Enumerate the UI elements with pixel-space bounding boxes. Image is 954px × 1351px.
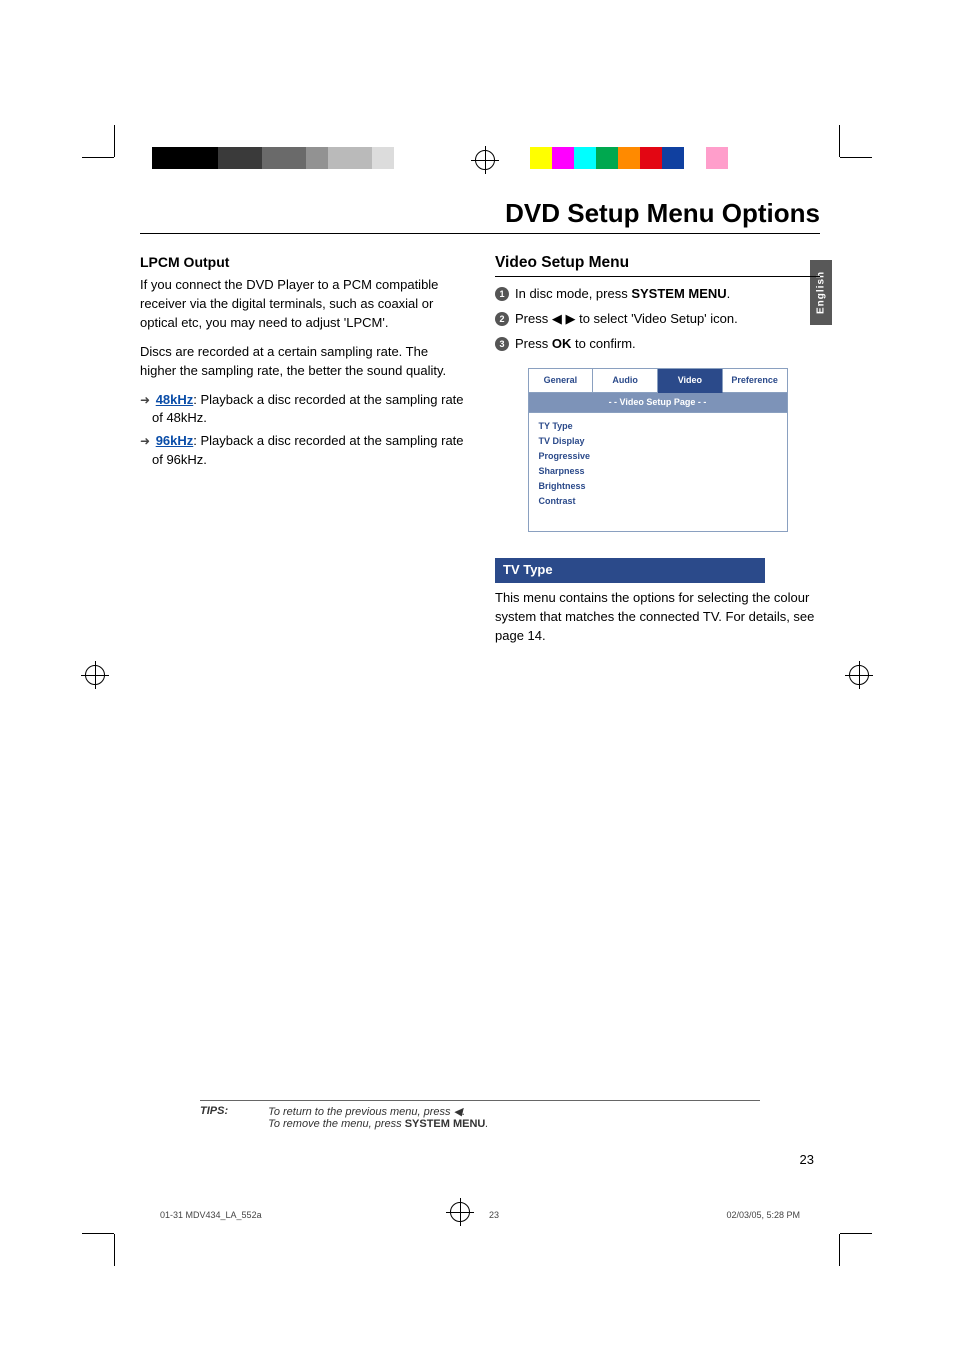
tips-bar: TIPS: To return to the previous menu, pr… xyxy=(200,1100,760,1130)
lpcm-opt-96: ➜ 96kHz: Playback a disc recorded at the… xyxy=(140,432,465,470)
color-swatch xyxy=(394,147,416,169)
step1-bold: SYSTEM MENU xyxy=(631,286,726,301)
osd-tab-general: General xyxy=(529,369,594,393)
triangle-left-icon: ◀ xyxy=(552,311,562,326)
lpcm-opt-48: ➜ 48kHz: Playback a disc recorded at the… xyxy=(140,391,465,429)
opt-96-label: 96kHz xyxy=(156,433,194,448)
color-swatch xyxy=(596,147,618,169)
color-bar-color xyxy=(530,147,728,169)
osd-screenshot: GeneralAudioVideoPreference - - Video Se… xyxy=(528,368,788,532)
color-swatch xyxy=(706,147,728,169)
color-swatch xyxy=(662,147,684,169)
osd-item: TV Display xyxy=(539,434,777,449)
footer-right: 02/03/05, 5:28 PM xyxy=(726,1210,800,1220)
color-swatch xyxy=(372,147,394,169)
color-swatch xyxy=(618,147,640,169)
osd-item: Sharpness xyxy=(539,464,777,479)
step-3: 3 Press OK to confirm. xyxy=(495,335,820,354)
color-swatch xyxy=(574,147,596,169)
arrow-right-icon: ➜ xyxy=(140,393,150,407)
tv-type-body: This menu contains the options for selec… xyxy=(495,589,820,646)
color-swatch xyxy=(174,147,196,169)
step3-bold: OK xyxy=(552,336,572,351)
color-swatch xyxy=(240,147,262,169)
registration-mark-left xyxy=(85,665,105,685)
osd-tab-preference: Preference xyxy=(723,369,787,393)
opt-48-text: : Playback a disc recorded at the sampli… xyxy=(152,392,464,426)
step2-pre: Press xyxy=(515,311,552,326)
osd-body: TY TypeTV DisplayProgressiveSharpnessBri… xyxy=(529,413,787,531)
color-swatch xyxy=(196,147,218,169)
page-content: DVD Setup Menu Options LPCM Output If yo… xyxy=(140,198,820,646)
osd-tab-video: Video xyxy=(658,369,723,393)
tips-line2-pre: To remove the menu, press xyxy=(268,1118,405,1130)
step1-post: . xyxy=(727,286,731,301)
lpcm-para1: If you connect the DVD Player to a PCM c… xyxy=(140,276,465,333)
color-swatch xyxy=(306,147,328,169)
step-num-1-icon: 1 xyxy=(495,287,509,301)
lpcm-para2: Discs are recorded at a certain sampling… xyxy=(140,343,465,381)
step-num-3-icon: 3 xyxy=(495,337,509,351)
osd-item: Contrast xyxy=(539,494,777,509)
tips-line2-bold: SYSTEM MENU xyxy=(405,1118,486,1130)
tips-label: TIPS: xyxy=(200,1105,228,1130)
footer-center: 23 xyxy=(489,1210,499,1220)
tips-line2-post: . xyxy=(485,1118,488,1130)
color-swatch xyxy=(350,147,372,169)
print-footer: 01-31 MDV434_LA_552a 23 02/03/05, 5:28 P… xyxy=(160,1210,800,1220)
osd-item: Progressive xyxy=(539,449,777,464)
step-1: 1 In disc mode, press SYSTEM MENU. xyxy=(495,285,820,304)
right-column: Video Setup Menu 1 In disc mode, press S… xyxy=(495,252,820,646)
arrow-right-icon: ➜ xyxy=(140,434,150,448)
osd-item: Brightness xyxy=(539,479,777,494)
color-swatch xyxy=(284,147,306,169)
step-num-2-icon: 2 xyxy=(495,312,509,326)
color-swatch xyxy=(640,147,662,169)
tips-body: To return to the previous menu, press ◀.… xyxy=(268,1105,488,1130)
osd-item: TY Type xyxy=(539,419,777,434)
registration-mark-top xyxy=(475,150,495,170)
opt-48-label: 48kHz xyxy=(156,392,194,407)
color-swatch xyxy=(152,147,174,169)
step3-post: to confirm. xyxy=(571,336,635,351)
step-2: 2 Press ◀ ▶ to select 'Video Setup' icon… xyxy=(495,310,820,329)
step3-pre: Press xyxy=(515,336,552,351)
lpcm-heading: LPCM Output xyxy=(140,252,465,272)
color-bar-grayscale xyxy=(152,147,416,169)
osd-header: - - Video Setup Page - - xyxy=(529,393,787,413)
opt-96-text: : Playback a disc recorded at the sampli… xyxy=(152,433,464,467)
triangle-left-icon: ◀ xyxy=(454,1106,462,1118)
color-swatch xyxy=(684,147,706,169)
color-swatch xyxy=(218,147,240,169)
step2-post: to select 'Video Setup' icon. xyxy=(575,311,737,326)
tips-line1-pre: To return to the previous menu, press xyxy=(268,1106,453,1118)
color-swatch xyxy=(552,147,574,169)
color-swatch xyxy=(262,147,284,169)
osd-tab-audio: Audio xyxy=(593,369,658,393)
step1-pre: In disc mode, press xyxy=(515,286,631,301)
left-column: LPCM Output If you connect the DVD Playe… xyxy=(140,252,465,646)
video-setup-heading: Video Setup Menu xyxy=(495,252,820,277)
color-swatch xyxy=(530,147,552,169)
osd-tabs: GeneralAudioVideoPreference xyxy=(529,369,787,393)
footer-left: 01-31 MDV434_LA_552a xyxy=(160,1210,262,1220)
page-title: DVD Setup Menu Options xyxy=(140,198,820,234)
triangle-right-icon: ▶ xyxy=(565,311,575,326)
page-number: 23 xyxy=(800,1152,814,1167)
color-swatch xyxy=(328,147,350,169)
registration-mark-right xyxy=(849,665,869,685)
tips-line1-post: . xyxy=(462,1106,465,1118)
tv-type-bar: TV Type xyxy=(495,558,765,583)
